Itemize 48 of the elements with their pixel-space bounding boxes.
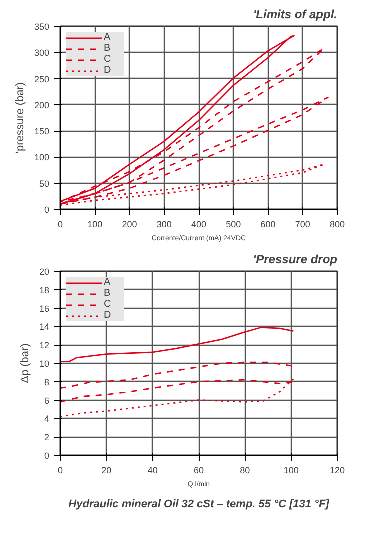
- legend-label: C: [104, 299, 112, 310]
- legend-label: D: [104, 65, 112, 76]
- y-tick-label: 250: [34, 74, 50, 84]
- y-tick-label: 0: [44, 451, 50, 461]
- legend-label: A: [104, 32, 112, 43]
- x-tick-label: 60: [194, 466, 204, 476]
- y-tick-label: 300: [34, 48, 50, 58]
- legend-label: B: [104, 288, 112, 299]
- y-tick-label: 20: [39, 267, 50, 277]
- y-tick-label: 10: [39, 359, 50, 369]
- y-tick-label: 6: [44, 396, 50, 406]
- x-tick-label: 300: [156, 220, 172, 230]
- y-axis-title: 'pressure (bar): [14, 82, 26, 154]
- y-tick-label: 16: [39, 304, 50, 314]
- x-tick-label: 80: [240, 466, 250, 476]
- x-tick-label: 20: [102, 466, 112, 476]
- x-tick-label: 100: [284, 466, 299, 476]
- x-tick-label: 200: [122, 220, 138, 230]
- y-tick-label: 12: [39, 340, 50, 351]
- x-tick-label: 0: [58, 220, 64, 230]
- y-tick-label: 4: [44, 414, 50, 424]
- y-tick-label: 100: [34, 152, 50, 163]
- y-axis-title: Δp (bar): [19, 344, 32, 384]
- chart-title: 'Pressure drop: [253, 252, 338, 266]
- y-tick-label: 18: [39, 285, 50, 296]
- x-tick-label: 120: [330, 466, 346, 476]
- y-tick-label: 200: [34, 100, 50, 110]
- x-tick-label: 600: [260, 220, 276, 230]
- legend-label: B: [104, 43, 112, 54]
- y-tick-label: 8: [44, 377, 50, 388]
- x-tick-label: 40: [148, 466, 158, 476]
- y-tick-label: 350: [34, 22, 50, 32]
- y-tick-label: 0: [44, 205, 50, 215]
- text: Hydraulic mineral Oil 32 cSt – temp. 55 °C [131 °F]: [68, 498, 330, 510]
- x-tick-label: 500: [226, 220, 242, 230]
- x-tick-label: 100: [88, 220, 103, 230]
- x-tick-label: 700: [295, 220, 310, 230]
- x-tick-label: 0: [58, 466, 64, 476]
- legend-label: D: [104, 310, 112, 321]
- y-tick-label: 2: [44, 432, 50, 443]
- y-tick-label: 150: [34, 126, 50, 137]
- y-tick-label: 50: [39, 178, 50, 189]
- legend-label: A: [104, 277, 112, 288]
- chart-title: 'Limits of appl.: [253, 8, 338, 22]
- x-tick-label: 400: [191, 220, 207, 230]
- legend-label: C: [104, 54, 112, 65]
- x-tick-label: 800: [330, 220, 346, 230]
- y-tick-label: 14: [39, 322, 50, 332]
